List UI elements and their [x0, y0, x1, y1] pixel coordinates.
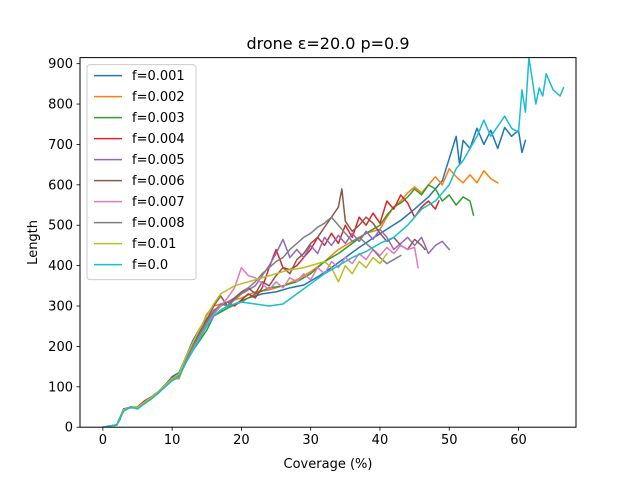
plot-frame — [79, 57, 577, 428]
x-tick-label: 50 — [441, 433, 458, 448]
series-line-f=0.01 — [101, 252, 388, 428]
y-tick-label: 300 — [48, 300, 73, 315]
legend-label: f=0.007 — [132, 195, 185, 210]
y-tick-label: 400 — [48, 259, 73, 274]
legend-label: f=0.008 — [132, 216, 185, 231]
legend-label: f=0.01 — [132, 237, 176, 252]
series-line-f=0.0 — [101, 57, 565, 428]
legend-label: f=0.006 — [132, 174, 185, 189]
y-tick-label: 500 — [48, 219, 73, 234]
y-tick-label: 600 — [48, 178, 73, 193]
y-tick-label: 900 — [48, 57, 73, 72]
legend-label: f=0.004 — [132, 132, 185, 147]
y-axis-label: Length — [26, 220, 41, 265]
x-tick-label: 0 — [99, 433, 107, 448]
legend: f=0.001 f=0.002 f=0.003 f=0.004 f=0.005 f=0.0… — [86, 64, 197, 281]
y-tick-label: 200 — [48, 340, 73, 355]
y-axis: 0 100 200 300 400 500 600 700 800 900 — [48, 57, 80, 436]
chart-title: drone ε=20.0 p=0.9 — [246, 34, 409, 53]
x-tick-label: 40 — [372, 433, 389, 448]
y-tick-label: 0 — [65, 421, 73, 436]
x-tick-label: 60 — [510, 433, 527, 448]
x-tick-label: 20 — [233, 433, 250, 448]
y-tick-label: 700 — [48, 138, 73, 153]
legend-label: f=0.0 — [132, 258, 168, 273]
legend-label: f=0.005 — [132, 153, 185, 168]
y-tick-label: 800 — [48, 98, 73, 113]
legend-label: f=0.003 — [132, 111, 185, 126]
series-layer — [101, 57, 565, 428]
legend-label: f=0.002 — [132, 90, 185, 105]
legend-label: f=0.001 — [132, 69, 185, 84]
x-tick-label: 10 — [164, 433, 181, 448]
x-axis: 0 10 20 30 40 50 60 — [99, 427, 527, 448]
x-axis-label: Coverage (%) — [284, 457, 373, 472]
x-tick-label: 30 — [302, 433, 319, 448]
y-tick-label: 100 — [48, 380, 73, 395]
